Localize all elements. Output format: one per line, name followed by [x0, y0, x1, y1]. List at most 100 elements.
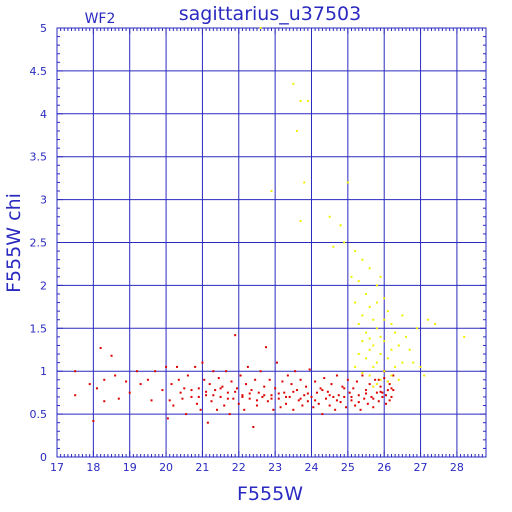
- data-point: [321, 389, 324, 392]
- data-point: [334, 408, 337, 411]
- data-point: [361, 258, 364, 261]
- data-point: [401, 361, 404, 364]
- data-point: [255, 399, 258, 402]
- y-tick-label: 1: [40, 365, 47, 378]
- data-point: [423, 374, 426, 377]
- data-point: [408, 348, 411, 351]
- data-point: [205, 394, 208, 397]
- data-point: [354, 404, 357, 407]
- data-point: [368, 374, 371, 377]
- data-point: [397, 378, 400, 381]
- x-tick-label: 24: [304, 461, 318, 474]
- x-tick-label: 20: [159, 461, 173, 474]
- data-point: [199, 408, 202, 411]
- data-point: [361, 374, 364, 377]
- data-point: [434, 323, 437, 326]
- data-point: [405, 335, 408, 338]
- data-point: [375, 327, 378, 330]
- data-point: [203, 378, 206, 381]
- data-point: [365, 331, 368, 334]
- data-point: [390, 387, 393, 390]
- x-tick-label: 28: [450, 461, 464, 474]
- y-tick-label: 2.5: [30, 237, 48, 250]
- data-point: [248, 392, 251, 395]
- data-point: [357, 353, 360, 356]
- data-point: [401, 314, 404, 317]
- data-point: [383, 340, 386, 343]
- data-point: [388, 383, 391, 386]
- data-point: [270, 394, 273, 397]
- x-axis-label: F555W: [237, 483, 303, 505]
- data-point: [372, 385, 375, 388]
- data-point: [383, 318, 386, 321]
- data-point: [368, 348, 371, 351]
- data-point: [390, 374, 393, 377]
- data-point: [354, 365, 357, 368]
- data-point: [248, 397, 251, 400]
- x-tick-label: 17: [50, 461, 64, 474]
- x-tick-label: 18: [86, 461, 100, 474]
- y-tick-label: 1.5: [30, 322, 48, 335]
- data-point: [172, 404, 175, 407]
- x-tick-label: 22: [232, 461, 246, 474]
- data-point: [110, 354, 113, 357]
- data-point: [254, 378, 257, 381]
- data-point: [355, 380, 358, 383]
- data-point: [205, 390, 208, 393]
- data-point: [177, 378, 180, 381]
- data-point: [323, 377, 326, 380]
- data-point: [383, 377, 386, 380]
- data-point: [125, 380, 128, 383]
- data-point: [285, 402, 288, 405]
- data-point: [314, 399, 317, 402]
- data-point: [415, 327, 418, 330]
- x-tick-label: 25: [341, 461, 355, 474]
- data-point: [379, 275, 382, 278]
- data-point: [250, 389, 253, 392]
- data-point: [350, 399, 353, 402]
- data-point: [74, 370, 77, 373]
- data-point: [301, 404, 304, 407]
- data-point: [363, 397, 366, 400]
- data-point: [361, 340, 364, 343]
- data-point: [295, 129, 298, 132]
- corner-label: WF2: [85, 11, 116, 27]
- data-point: [328, 215, 331, 218]
- data-point: [337, 394, 340, 397]
- y-tick-label: 4.5: [30, 65, 48, 78]
- data-point: [223, 404, 226, 407]
- data-point: [357, 394, 360, 397]
- data-point: [103, 378, 106, 381]
- data-point: [128, 391, 131, 394]
- data-point: [279, 406, 282, 409]
- data-point: [335, 399, 338, 402]
- data-point: [270, 190, 273, 193]
- data-point: [292, 408, 295, 411]
- y-tick-label: 0: [40, 451, 47, 464]
- x-tick-label: 21: [195, 461, 209, 474]
- data-point: [374, 378, 377, 381]
- data-point: [161, 389, 164, 392]
- data-point: [265, 346, 268, 349]
- data-point: [319, 387, 322, 390]
- data-point: [268, 378, 271, 381]
- data-point: [263, 394, 266, 397]
- data-point: [230, 380, 233, 383]
- data-point: [350, 395, 353, 398]
- data-point: [272, 408, 275, 411]
- data-point: [295, 389, 298, 392]
- data-point: [379, 378, 382, 381]
- data-point: [146, 378, 149, 381]
- data-point: [221, 385, 224, 388]
- data-point: [310, 395, 313, 398]
- data-point: [206, 421, 209, 424]
- data-point: [392, 374, 395, 377]
- data-point: [394, 365, 397, 368]
- data-point: [315, 391, 318, 394]
- data-point: [135, 370, 138, 373]
- data-point: [370, 395, 373, 398]
- data-point: [306, 99, 309, 102]
- data-point: [274, 387, 277, 390]
- x-tick-label: 26: [377, 461, 391, 474]
- data-point: [314, 380, 317, 383]
